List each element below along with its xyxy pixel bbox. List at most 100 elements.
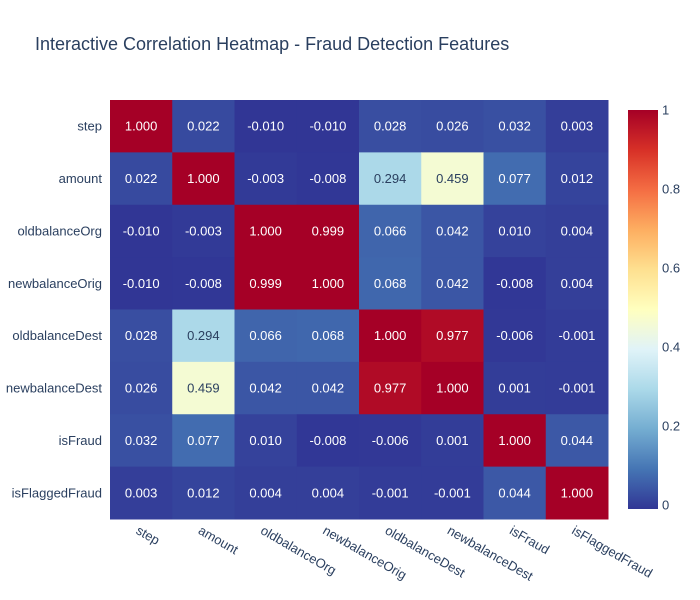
heatmap-cell-label: -0.010 (123, 276, 160, 291)
heatmap-cell[interactable] (110, 100, 173, 153)
heatmap-cell[interactable] (483, 152, 547, 206)
heatmap-cell[interactable] (359, 257, 422, 310)
heatmap-cell[interactable] (172, 204, 235, 258)
heatmap-cell[interactable] (421, 466, 484, 520)
heatmap-cell-label: 0.022 (187, 119, 220, 134)
heatmap-cell[interactable] (110, 257, 173, 310)
heatmap-cell-label: 0.977 (436, 328, 469, 343)
colorbar-tick-label: 0.8 (662, 182, 680, 197)
y-tick-label: oldbalanceOrg (17, 223, 102, 238)
heatmap-cell[interactable] (545, 152, 609, 206)
heatmap-cell[interactable] (483, 361, 547, 415)
y-tick-label: amount (59, 171, 103, 186)
heatmap-cell[interactable] (545, 204, 609, 258)
y-tick-label: newbalanceDest (6, 381, 103, 396)
heatmap-cell[interactable] (234, 361, 298, 415)
heatmap-cell[interactable] (110, 152, 173, 206)
heatmap-cell[interactable] (545, 309, 609, 363)
heatmap-cell[interactable] (483, 414, 547, 468)
heatmap-cell-label: 0.042 (249, 381, 282, 396)
heatmap-cell[interactable] (483, 100, 547, 153)
heatmap-cell-label: 0.999 (249, 276, 282, 291)
heatmap-cell-label: 0.028 (125, 328, 158, 343)
heatmap-cell[interactable] (296, 361, 360, 415)
heatmap-cell-label: 0.294 (187, 328, 220, 343)
x-axis: step amount oldbalanceOrgnewbalanceOrigold… (134, 523, 655, 584)
heatmap-cell[interactable] (545, 100, 609, 153)
heatmap-cell[interactable] (110, 414, 173, 468)
heatmap-cell[interactable] (296, 309, 360, 363)
heatmap-cell[interactable] (421, 204, 484, 258)
heatmap-cell-label: 0.077 (498, 171, 531, 186)
heatmap-cell[interactable] (296, 100, 360, 153)
heatmap-cell-label: -0.003 (247, 171, 284, 186)
heatmap-cell[interactable] (421, 257, 484, 310)
heatmap-cell-label: 0.004 (561, 223, 594, 238)
heatmap-cell[interactable] (545, 414, 609, 468)
heatmap-cell[interactable] (110, 361, 173, 415)
heatmap-cell[interactable] (359, 466, 422, 520)
colorbar-gradient (628, 110, 658, 509)
heatmap-cell-label: 0.001 (498, 381, 531, 396)
heatmap-cell[interactable] (234, 100, 298, 153)
heatmap-cell[interactable] (172, 257, 235, 310)
heatmap-cell-label: -0.008 (309, 433, 346, 448)
heatmap-cell[interactable] (110, 309, 173, 363)
heatmap-cell-label: 0.003 (125, 485, 158, 500)
heatmap-cell[interactable] (545, 257, 609, 310)
heatmap-cell[interactable] (359, 414, 422, 468)
heatmap-cell-label: 0.010 (249, 433, 282, 448)
heatmap-cell[interactable] (296, 204, 360, 258)
heatmap-cell-label: 0.022 (125, 171, 158, 186)
heatmap-cell[interactable] (110, 466, 173, 520)
heatmap-cell[interactable] (483, 309, 547, 363)
heatmap-cell[interactable] (483, 204, 547, 258)
heatmap-cell[interactable] (421, 414, 484, 468)
heatmap-cell[interactable] (421, 309, 484, 363)
heatmap-cell[interactable] (421, 152, 484, 206)
heatmap-cell[interactable] (234, 309, 298, 363)
heatmap-cell[interactable] (172, 152, 235, 206)
heatmap-cell[interactable] (234, 414, 298, 468)
colorbar-tick-label: 0.2 (662, 419, 680, 434)
heatmap-cell-label: 1.000 (561, 485, 594, 500)
heatmap-cell-label: -0.006 (372, 433, 409, 448)
heatmap-cell[interactable] (359, 100, 422, 153)
heatmap-cell[interactable] (172, 309, 235, 363)
heatmap-cell-label: 0.004 (561, 276, 594, 291)
heatmap-cell[interactable] (234, 152, 298, 206)
heatmap-cell[interactable] (359, 361, 422, 415)
heatmap-cell[interactable] (483, 257, 547, 310)
heatmap-cells (110, 100, 609, 520)
x-tick-label: isFraud (507, 523, 552, 558)
heatmap-cell[interactable] (359, 204, 422, 258)
heatmap-cell[interactable] (234, 257, 298, 310)
heatmap-cell-label: -0.008 (309, 171, 346, 186)
heatmap-cell[interactable] (421, 361, 484, 415)
heatmap-cell-label: 0.044 (561, 433, 594, 448)
heatmap-cell[interactable] (234, 204, 298, 258)
heatmap-cell-label: 0.004 (249, 485, 282, 500)
heatmap-cell[interactable] (545, 466, 609, 520)
heatmap-cell[interactable] (421, 100, 484, 153)
heatmap-cell[interactable] (172, 466, 235, 520)
heatmap-cell[interactable] (296, 257, 360, 310)
heatmap-cell[interactable] (296, 414, 360, 468)
heatmap-cell[interactable] (296, 152, 360, 206)
heatmap-cell[interactable] (172, 361, 235, 415)
heatmap-cell[interactable] (545, 361, 609, 415)
heatmap-cell-label: 0.042 (436, 276, 469, 291)
heatmap-cell[interactable] (296, 466, 360, 520)
heatmap-cell[interactable] (359, 152, 422, 206)
heatmap-cell-label: -0.006 (496, 328, 533, 343)
heatmap-cell[interactable] (234, 466, 298, 520)
heatmap-cell-label: 0.003 (561, 119, 594, 134)
heatmap-cell-label: -0.001 (372, 485, 409, 500)
heatmap-cell[interactable] (172, 414, 235, 468)
heatmap-cell[interactable] (172, 100, 235, 153)
heatmap-cell[interactable] (110, 204, 173, 258)
heatmap-cell-label: 1.000 (187, 171, 220, 186)
heatmap-cell[interactable] (483, 466, 547, 520)
heatmap-cell[interactable] (359, 309, 422, 363)
